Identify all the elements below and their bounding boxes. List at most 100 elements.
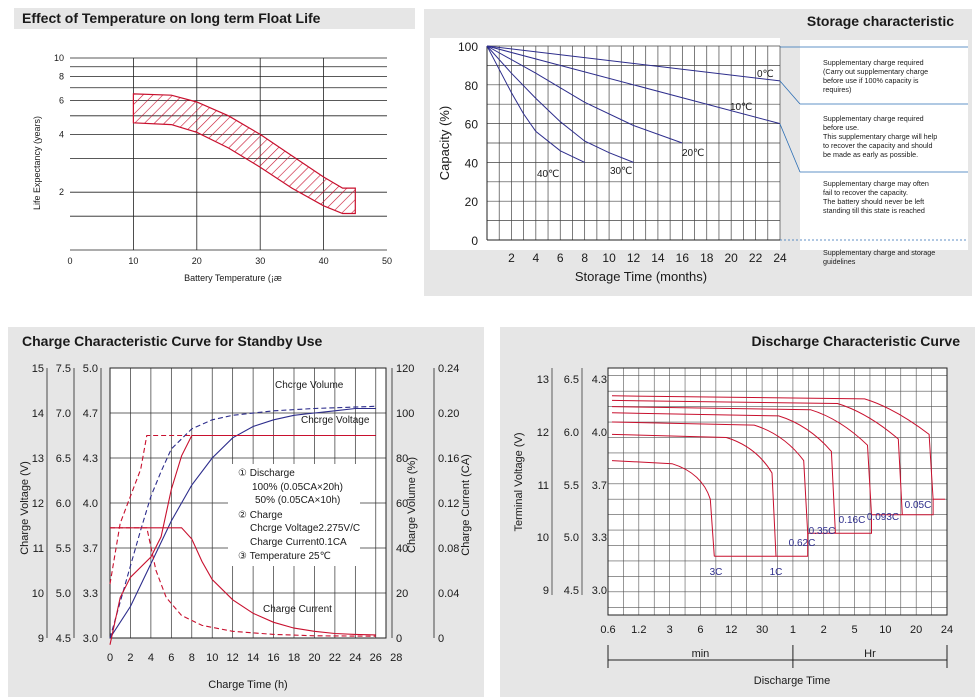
float-y-tick: 4: [59, 129, 64, 139]
standby-y2-tick: 80: [396, 453, 408, 465]
standby-frame: [109, 367, 387, 639]
storage-x-tick: 18: [700, 251, 714, 265]
standby-x-tick: 4: [148, 652, 154, 664]
standby-y-tick: 5.0: [83, 363, 98, 375]
standby-y-tick: 7.5: [56, 363, 71, 375]
standby-x-tick: 26: [370, 652, 382, 664]
float-x-tick: 50: [382, 256, 392, 266]
storage-series-line: [486, 45, 781, 125]
float-x-label: Battery Temperature (¡æ: [184, 273, 282, 283]
storage-series-line: [486, 45, 585, 163]
discharge-series-label: 1C: [770, 567, 783, 578]
storage-x-tick: 24: [773, 251, 787, 265]
float-x-tick: 10: [128, 256, 138, 266]
storage-annotation-line: guidelines: [823, 257, 856, 266]
standby-y2-tick: 0.12: [438, 498, 459, 510]
discharge-y-tick: 5.5: [564, 480, 579, 492]
standby-legend-line: 100% (0.05CA×20h): [252, 482, 343, 493]
storage-plot-bg: [430, 38, 780, 250]
standby-series-line: [109, 405, 376, 639]
storage-annotation-line: be made as early as possible.: [823, 150, 918, 159]
discharge-curve: [611, 406, 872, 515]
storage-annotation-line: before use if 100% capacity is: [823, 76, 919, 85]
standby-legend-line: ① Discharge: [238, 468, 295, 479]
storage-annotation: Supplementary charge required (Carry out …: [823, 58, 928, 94]
discharge-y-label: Terminal Voltage (V): [513, 432, 525, 531]
standby-series-line: [110, 527, 376, 636]
standby-y2-label: Charge Volume (%): [406, 457, 418, 553]
standby-series-label: Charge Current: [263, 604, 332, 615]
standby-series-line: [110, 527, 376, 637]
discharge-series-label: 0.16C: [839, 515, 866, 526]
standby-x-tick: 14: [247, 652, 259, 664]
float-y-tick: 6: [59, 96, 64, 106]
storage-x-tick: 22: [749, 251, 763, 265]
standby-x-tick: 22: [329, 652, 341, 664]
standby-y2-tick: 0.20: [438, 408, 459, 420]
discharge-x-tick: 3: [667, 624, 673, 636]
discharge-series-label: 3C: [710, 567, 723, 578]
discharge-frame: [607, 367, 948, 616]
standby-y2-tick: 0: [396, 633, 402, 645]
float-life-title: Effect of Temperature on long term Float…: [14, 8, 415, 29]
discharge-y-tick: 5.0: [564, 532, 579, 544]
standby-y2-tick: 100: [396, 408, 414, 420]
discharge-y-tick: 4.0: [592, 427, 607, 439]
storage-annotation-line: fail to recover the capacity.: [823, 188, 908, 197]
standby-series-label: Chcrge Voltage: [301, 415, 370, 426]
storage-y-tick: 40: [465, 156, 479, 170]
discharge-x-label: Discharge Time: [754, 675, 830, 687]
float-x-tick: 20: [192, 256, 202, 266]
standby-x-tick: 20: [308, 652, 320, 664]
discharge-y-tick: 6.0: [564, 427, 579, 439]
discharge-x-tick: 10: [879, 624, 891, 636]
storage-series-label: 10℃: [730, 102, 752, 113]
discharge-y-tick: 4.3: [592, 374, 607, 386]
float-x-tick: 30: [255, 256, 265, 266]
standby-x-tick: 6: [168, 652, 174, 664]
standby-y-tick: 6.0: [56, 498, 71, 510]
standby-y2-tick: 0.16: [438, 453, 459, 465]
standby-x-tick: 12: [227, 652, 239, 664]
standby-y2-tick: 60: [396, 498, 408, 510]
standby-legend-line: Charge Current0.1CA: [250, 537, 347, 548]
storage-x-tick: 20: [724, 251, 738, 265]
discharge-x-tick: 20: [910, 624, 922, 636]
storage-series-label: 40℃: [537, 169, 559, 180]
discharge-curve: [611, 395, 934, 500]
standby-legend-line: Chcrge Voltage2.275V/C: [250, 523, 360, 534]
discharge-x-tick: 2: [821, 624, 827, 636]
float-y-tick: 8: [59, 72, 64, 82]
discharge-x-tick: 24: [941, 624, 953, 636]
storage-x-tick: 10: [602, 251, 616, 265]
standby-y-tick: 4.0: [83, 498, 98, 510]
discharge-title: Discharge Characteristic Curve: [751, 333, 960, 349]
standby-y2-tick: 120: [396, 363, 414, 375]
discharge-group-label: Hr: [864, 648, 876, 660]
discharge-x-tick: 6: [697, 624, 703, 636]
storage-y-label: Capacity (%): [437, 106, 452, 180]
standby-y-tick: 15: [32, 363, 44, 375]
standby-y-tick: 4.5: [56, 633, 71, 645]
standby-y-tick: 4.7: [83, 408, 98, 420]
discharge-x-tick: 1: [790, 624, 796, 636]
storage-y-tick: 20: [465, 195, 479, 209]
storage-annotation-line: standing till this state is reached: [823, 206, 925, 215]
storage-annotation-line: The battery should never be left: [823, 197, 924, 206]
standby-charge-panel: Charge Characteristic Curve for Standby …: [8, 327, 484, 697]
standby-x-tick: 28: [390, 652, 402, 664]
standby-x-tick: 2: [127, 652, 133, 664]
storage-annotation-line: Supplementary charge required: [823, 58, 924, 67]
discharge-x-tick: 5: [851, 624, 857, 636]
storage-annotation-line: (Carry out supplementary charge: [823, 67, 928, 76]
storage-annotation-line: before use.: [823, 123, 859, 132]
storage-x-tick: 8: [581, 251, 588, 265]
standby-x-tick: 0: [107, 652, 113, 664]
standby-y-tick: 4.3: [83, 453, 98, 465]
discharge-series-label: 0.093C: [867, 512, 899, 523]
discharge-x-tick: 1.2: [631, 624, 646, 636]
storage-annotation: Supplementary charge and storage guidelin…: [823, 248, 935, 266]
storage-annotation-line: to recover the capacity and should: [823, 141, 932, 150]
storage-chart: 0℃10℃20℃30℃40℃2 4 6 8 10 12 14 16 18 20 22 24020406…: [430, 38, 968, 284]
storage-annotation: Supplementary charge required before use.…: [823, 114, 937, 159]
